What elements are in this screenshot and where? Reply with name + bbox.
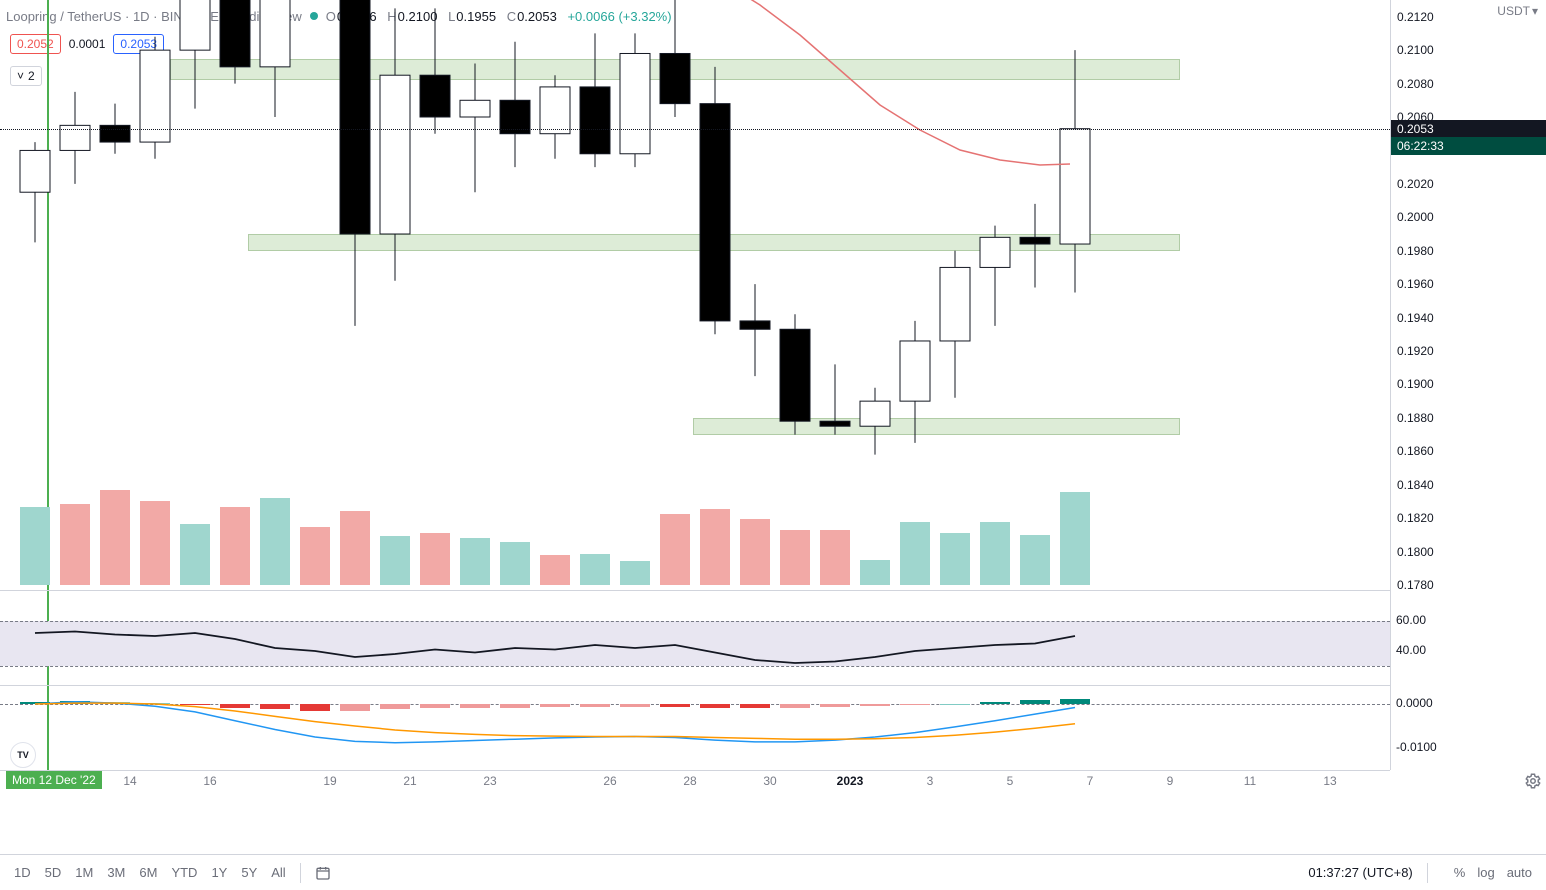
macd-panel[interactable] [0, 685, 1390, 765]
volume-bar [260, 498, 290, 585]
timeframe-5Y[interactable]: 5Y [241, 865, 257, 880]
price-tick: 0.2080 [1397, 77, 1434, 91]
chevron-down-icon: ▾ [1532, 4, 1538, 18]
rsi-tick: 40.00 [1396, 643, 1426, 657]
time-tick: 16 [203, 774, 216, 788]
time-tick: 14 [123, 774, 136, 788]
time-tick: 26 [603, 774, 616, 788]
volume-bar [60, 504, 90, 585]
price-tick: 0.1840 [1397, 478, 1434, 492]
time-tick: 3 [927, 774, 934, 788]
time-axis[interactable]: 14 16 19 21 23 26 28 30 2023 3 5 7 9 11 13 Mon 12 Dec … [0, 770, 1390, 792]
volume-bar [580, 554, 610, 585]
price-tick: 0.1880 [1397, 411, 1434, 425]
volume-bar [700, 509, 730, 585]
timeframe-6M[interactable]: 6M [139, 865, 157, 880]
rsi-panel[interactable] [0, 590, 1390, 680]
volume-bar [1060, 492, 1090, 585]
axis-opt-log[interactable]: log [1477, 865, 1494, 880]
macd-tick: 0.0000 [1396, 696, 1433, 710]
timeframe-1M[interactable]: 1M [75, 865, 93, 880]
price-tick: 0.1780 [1397, 578, 1434, 592]
volume-bar [140, 501, 170, 585]
rsi-line [0, 591, 1390, 681]
axis-options: % logauto [1442, 865, 1532, 880]
tradingview-chart: { "header": { "symbol": "Loopring / Teth… [0, 0, 1546, 890]
currency-dropdown[interactable]: USDT▾ [1497, 4, 1538, 18]
volume-bar [740, 519, 770, 586]
timeframe-1Y[interactable]: 1Y [211, 865, 227, 880]
time-tick: 2023 [837, 774, 864, 788]
price-tick: 0.2000 [1397, 210, 1434, 224]
volume-bar [460, 538, 490, 586]
volume-bar [660, 514, 690, 585]
volume-bar [820, 530, 850, 585]
volume-bar [220, 507, 250, 585]
axis-opt-auto[interactable]: auto [1507, 865, 1532, 880]
price-tick: 0.1920 [1397, 344, 1434, 358]
separator [300, 863, 301, 883]
time-tick: 5 [1007, 774, 1014, 788]
timeframe-All[interactable]: All [271, 865, 285, 880]
volume-bar [180, 524, 210, 585]
price-tick: 0.1980 [1397, 244, 1434, 258]
timeframe-3M[interactable]: 3M [107, 865, 125, 880]
crosshair-date-label: Mon 12 Dec '22 [6, 771, 102, 789]
volume-bar [780, 530, 810, 585]
volume-bar [420, 533, 450, 585]
price-tick: 0.2100 [1397, 43, 1434, 57]
volume-bar [540, 555, 570, 585]
timeframe-YTD[interactable]: YTD [171, 865, 197, 880]
volume-bar [900, 522, 930, 585]
gear-icon[interactable] [1524, 772, 1542, 790]
time-tick: 23 [483, 774, 496, 788]
price-tick: 0.1820 [1397, 511, 1434, 525]
last-price-label: 0.2053 [1391, 120, 1546, 138]
time-tick: 13 [1323, 774, 1336, 788]
price-tick: 0.1800 [1397, 545, 1434, 559]
macd-lines [0, 686, 1390, 766]
last-price-line [0, 129, 1390, 130]
price-tick: 0.1900 [1397, 377, 1434, 391]
time-tick: 7 [1087, 774, 1094, 788]
bottom-toolbar: 1D 5D 1M 3M 6M YTD 1Y 5Y All 01:37:27 (UTC+8) % l… [0, 854, 1546, 890]
axis-opt-%[interactable]: % [1454, 865, 1466, 880]
timeframe-list: 1D 5D 1M 3M 6M YTD 1Y 5Y All [14, 865, 286, 880]
volume-bar [860, 560, 890, 585]
time-tick: 28 [683, 774, 696, 788]
time-tick: 9 [1167, 774, 1174, 788]
time-tick: 11 [1244, 774, 1256, 788]
time-tick: 21 [403, 774, 416, 788]
volume-bar [1020, 535, 1050, 585]
timeframe-1D[interactable]: 1D [14, 865, 31, 880]
price-tick: 0.1860 [1397, 444, 1434, 458]
macd-tick: -0.0100 [1396, 740, 1437, 754]
rsi-tick: 60.00 [1396, 613, 1426, 627]
time-tick: 19 [323, 774, 336, 788]
candlestick-layer [0, 0, 1390, 585]
calendar-icon[interactable] [315, 865, 331, 881]
separator [1427, 863, 1428, 883]
bar-countdown-label: 06:22:33 [1391, 137, 1546, 155]
volume-bar [500, 542, 530, 585]
volume-bar [940, 533, 970, 585]
volume-bar [620, 561, 650, 585]
tradingview-logo[interactable]: TV [10, 742, 36, 768]
volume-bar [980, 522, 1010, 585]
price-tick: 0.2120 [1397, 10, 1434, 24]
clock[interactable]: 01:37:27 (UTC+8) [1308, 865, 1412, 880]
time-tick: 30 [763, 774, 776, 788]
price-tick: 0.1940 [1397, 311, 1434, 325]
price-tick: 0.1960 [1397, 277, 1434, 291]
volume-bar [380, 536, 410, 585]
volume-bar [300, 527, 330, 585]
volume-bar [340, 511, 370, 585]
volume-bar [100, 490, 130, 585]
volume-bar [20, 507, 50, 585]
timeframe-5D[interactable]: 5D [45, 865, 62, 880]
price-tick: 0.2020 [1397, 177, 1434, 191]
